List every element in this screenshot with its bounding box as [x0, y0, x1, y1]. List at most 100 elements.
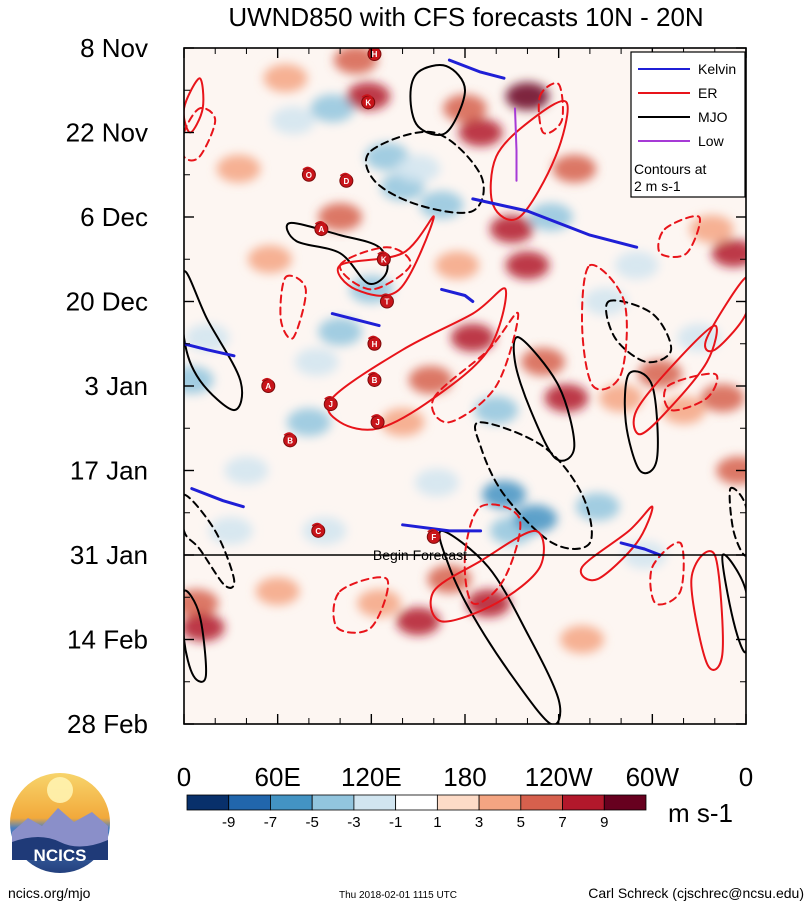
anomaly-cell-7	[255, 577, 300, 606]
colorbar-label-0: -9	[222, 814, 235, 831]
colorbar-swatch-8	[520, 794, 563, 811]
tc-marker-2: O	[301, 166, 316, 182]
anomaly-cell-59	[208, 516, 253, 545]
legend-label-low: Low	[698, 133, 725, 149]
low-contour-42	[514, 107, 518, 182]
tc-marker-6: T	[379, 293, 394, 309]
kelvin-contour-37	[190, 487, 245, 509]
y-tick-label-7: 14 Feb	[67, 625, 148, 655]
anomaly-cell-23	[408, 365, 453, 394]
mjo-contour-6	[184, 589, 208, 683]
colorbar-swatch-9	[562, 794, 605, 811]
tc-marker-label: H	[372, 50, 378, 59]
er-contour-30	[463, 503, 522, 605]
anomaly-cell-10	[286, 408, 331, 437]
kelvin-contour-40	[330, 312, 381, 328]
kelvin-contour-39	[619, 541, 662, 557]
legend-box	[630, 51, 746, 198]
anomaly-cell-29	[450, 323, 495, 352]
colorbar-swatch-10	[603, 794, 647, 811]
er-contour-23	[184, 106, 217, 162]
tc-marker-11: J	[370, 414, 385, 430]
er-contour-18	[632, 324, 718, 436]
kelvin-contour-35	[471, 197, 639, 249]
tc-marker-swirl	[314, 221, 327, 226]
er-contour-31	[649, 541, 685, 606]
tc-marker-label: H	[372, 340, 378, 349]
anomaly-cell-4	[216, 154, 261, 183]
tc-marker-3: D	[339, 172, 354, 188]
y-tick-label-6: 31 Jan	[70, 540, 148, 570]
anomaly-cell-27	[435, 251, 480, 280]
tc-marker-swirl	[302, 166, 314, 172]
tc-marker-swirl	[324, 396, 336, 401]
er-contour-25	[339, 246, 412, 291]
tc-marker-swirl	[339, 172, 352, 178]
y-tick-label-3: 20 Dec	[66, 287, 148, 317]
tc-marker-label: C	[315, 527, 321, 536]
colorbar-label-7: 5	[517, 814, 525, 831]
anomaly-cell-13	[318, 317, 363, 346]
tc-marker-label: B	[287, 436, 293, 445]
colorbar-label-8: 7	[558, 814, 566, 831]
anomaly-cell-22	[396, 154, 441, 183]
x-tick-label-4: 120W	[525, 762, 593, 792]
chart-title: UWND850 with CFS forecasts 10N - 20N	[228, 2, 703, 32]
tc-marker-swirl	[427, 528, 439, 534]
logo-sun	[47, 777, 73, 803]
anomaly-cell-15	[333, 48, 378, 75]
kelvin-contour-41	[440, 287, 475, 303]
footer-author: Carl Schreck (cjschrec@ncsu.edu)	[588, 885, 804, 901]
er-contour-19	[579, 505, 654, 582]
anomaly-cell-9	[271, 106, 316, 135]
anomaly-cell-8	[263, 64, 308, 93]
colorbar-swatch-0	[186, 794, 230, 811]
legend-label-mjo: MJO	[698, 109, 728, 125]
tc-marker-label: F	[431, 533, 436, 542]
x-tick-label-6: 0	[739, 762, 753, 792]
x-tick-label-0: 0	[177, 762, 191, 792]
tc-marker-label: K	[381, 255, 387, 264]
tc-marker-swirl	[367, 335, 380, 341]
tc-marker-label: A	[265, 382, 271, 391]
tc-marker-7: H	[367, 335, 382, 351]
anomaly-cell-51	[661, 396, 706, 425]
tc-marker-12: B	[283, 432, 298, 448]
axes: 8 Nov 22 Nov 6 Dec 20 Dec 3 Jan 17 Jan 31 Jan 1…	[66, 33, 754, 792]
tc-marker-label: J	[329, 400, 333, 409]
mjo-contour-2	[184, 270, 244, 412]
tc-marker-swirl	[367, 371, 380, 377]
mjo-contour-8	[364, 130, 485, 214]
legend-label-kelvin: Kelvin	[698, 61, 736, 77]
colorbar-label-5: 1	[433, 814, 441, 831]
mjo-contour-4	[623, 370, 659, 475]
tc-marker-label: T	[384, 298, 389, 307]
x-tick-label-2: 120E	[341, 762, 402, 792]
tc-marker-1: K	[361, 94, 376, 110]
er-contour-14	[336, 215, 435, 297]
tc-marker-9: A	[261, 377, 276, 393]
tc-marker-swirl	[261, 377, 273, 383]
forecast-label: Begin Forecast	[373, 547, 467, 563]
legend: Kelvin ER MJO Low Contours at 2 m s-1	[630, 51, 746, 198]
y-tick-label-4: 3 Jan	[84, 371, 148, 401]
colorbar-label-9: 9	[600, 814, 608, 831]
tc-marker-swirl	[283, 432, 295, 437]
anomaly-cell-12	[310, 94, 355, 123]
anomaly-cell-18	[357, 589, 402, 618]
colorbar-swatch-3	[311, 794, 355, 811]
anomaly-cell-43	[560, 625, 605, 654]
anomaly-cell-46	[599, 384, 644, 413]
mjo-contour-0	[409, 64, 466, 136]
anomaly-cell-42	[552, 154, 597, 183]
tc-marker-10: J	[323, 396, 338, 412]
footer-website[interactable]: ncics.org/mjo	[8, 885, 91, 901]
y-tick-label-8: 28 Feb	[67, 709, 148, 739]
y-tick-label-5: 17 Jan	[70, 456, 148, 486]
er-contour-21	[704, 276, 746, 353]
er-contour-29	[657, 215, 701, 258]
y-tick-label-0: 8 Nov	[80, 33, 148, 63]
tc-marker-label: K	[365, 98, 371, 107]
anomaly-cell-57	[396, 607, 441, 636]
